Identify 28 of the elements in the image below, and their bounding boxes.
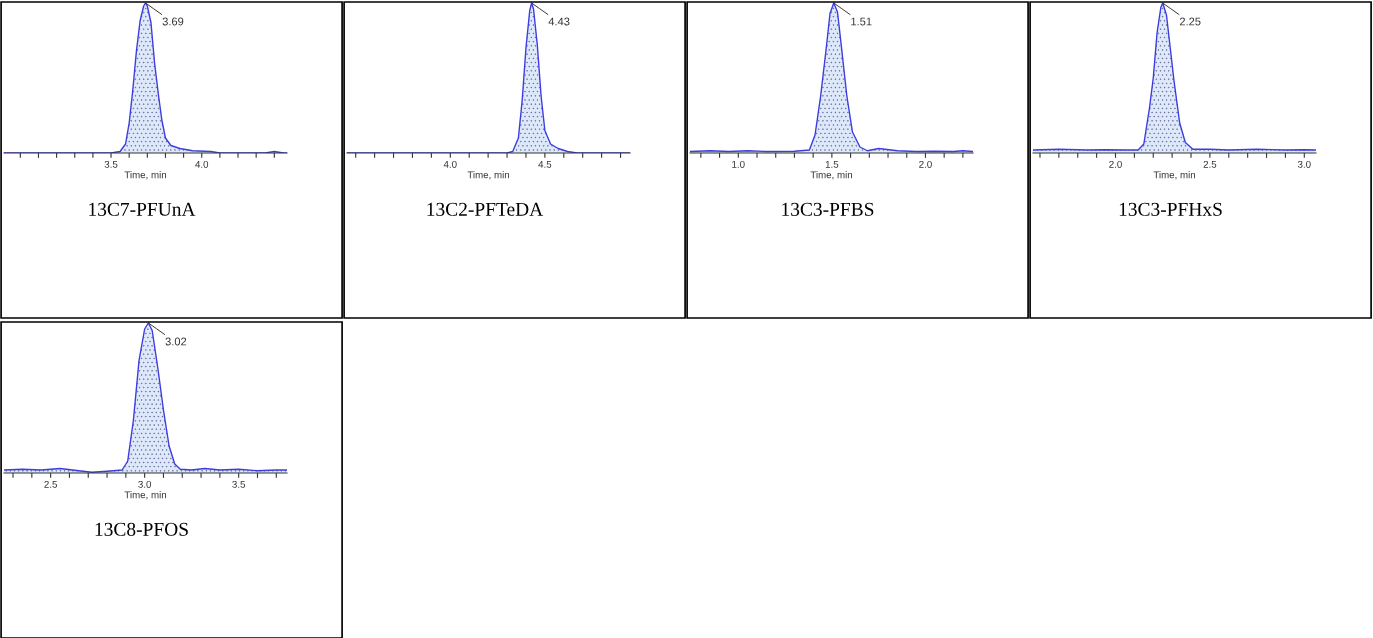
x-tick-label: 2.5 [1203,160,1217,168]
x-tick-label: 3.5 [104,160,118,168]
x-tick-label: 3.0 [138,480,152,488]
text: 13C7-PFUnA [89,202,196,216]
x-tick-label: 2.5 [44,480,57,488]
x-tick-label: 4.5 [538,161,552,168]
x-tick-label: 2.0 [1109,160,1122,168]
annotation: 3.69 [162,17,184,26]
annotation: 2.25 [1179,17,1201,26]
x-tick-label: 1.0 [732,160,745,168]
x-axis-title: Time, min [810,171,853,180]
text: 13C8-PFOS [95,522,188,536]
x-tick-label: 4.0 [195,160,209,168]
x-tick-label: 1.5 [825,161,839,168]
text: 13C2-PFTeDA [427,202,544,216]
x-axis-title: Time, min [467,171,510,180]
text: 13C3-PFHxS [1119,202,1222,216]
x-tick-label: 2.0 [919,160,932,168]
annotation: 4.43 [548,17,570,26]
x-axis-title: Time, min [1153,171,1196,180]
x-tick-label: 4.0 [443,160,457,168]
x-axis-title: Time, min [124,491,167,500]
annotation: 1.51 [851,17,872,26]
text: 13C3-PFBS [782,202,874,216]
annotation: 3.02 [165,337,187,346]
x-tick-label: 3.5 [232,480,246,488]
x-tick-label: 3.0 [1297,160,1311,168]
x-axis-title: Time, min [124,171,167,180]
